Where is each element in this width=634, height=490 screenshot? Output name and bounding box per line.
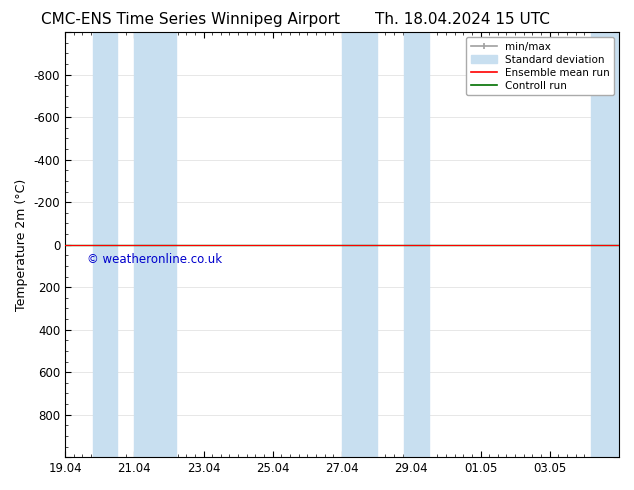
Y-axis label: Temperature 2m (°C): Temperature 2m (°C) [15,178,28,311]
Text: © weatheronline.co.uk: © weatheronline.co.uk [87,253,223,266]
Legend: min/max, Standard deviation, Ensemble mean run, Controll run: min/max, Standard deviation, Ensemble me… [467,37,614,95]
Bar [342,32,377,457]
Bar [404,32,429,457]
Bar [93,32,117,457]
Bar [134,32,176,457]
Bar [592,32,619,457]
Text: CMC-ENS Time Series Winnipeg Airport: CMC-ENS Time Series Winnipeg Airport [41,12,340,27]
Text: Th. 18.04.2024 15 UTC: Th. 18.04.2024 15 UTC [375,12,550,27]
